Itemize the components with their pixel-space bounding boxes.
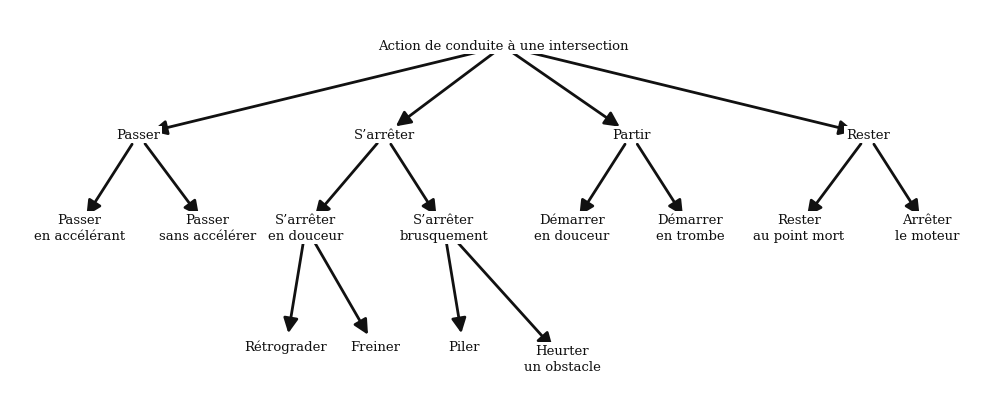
Text: Démarrer
en douceur: Démarrer en douceur: [534, 213, 610, 242]
Text: Passer
sans accélérer: Passer sans accélérer: [159, 213, 256, 242]
Text: Freiner: Freiner: [350, 340, 399, 353]
Text: Rester: Rester: [846, 129, 889, 142]
Text: S’arrêter
brusquement: S’arrêter brusquement: [399, 213, 488, 242]
Text: Arrêter
le moteur: Arrêter le moteur: [894, 213, 959, 242]
Text: S’arrêter
en douceur: S’arrêter en douceur: [269, 213, 343, 242]
Text: Passer: Passer: [117, 129, 160, 142]
Text: Piler: Piler: [448, 340, 479, 353]
Text: Heurter
un obstacle: Heurter un obstacle: [524, 344, 601, 373]
Text: Rétrograder: Rétrograder: [244, 340, 328, 353]
Text: Passer
en accélérant: Passer en accélérant: [33, 213, 125, 242]
Text: Action de conduite à une intersection: Action de conduite à une intersection: [377, 40, 629, 53]
Text: Rester
au point mort: Rester au point mort: [753, 213, 844, 242]
Text: Démarrer
en trombe: Démarrer en trombe: [656, 213, 724, 242]
Text: S’arrêter: S’arrêter: [354, 129, 415, 142]
Text: Partir: Partir: [612, 129, 651, 142]
